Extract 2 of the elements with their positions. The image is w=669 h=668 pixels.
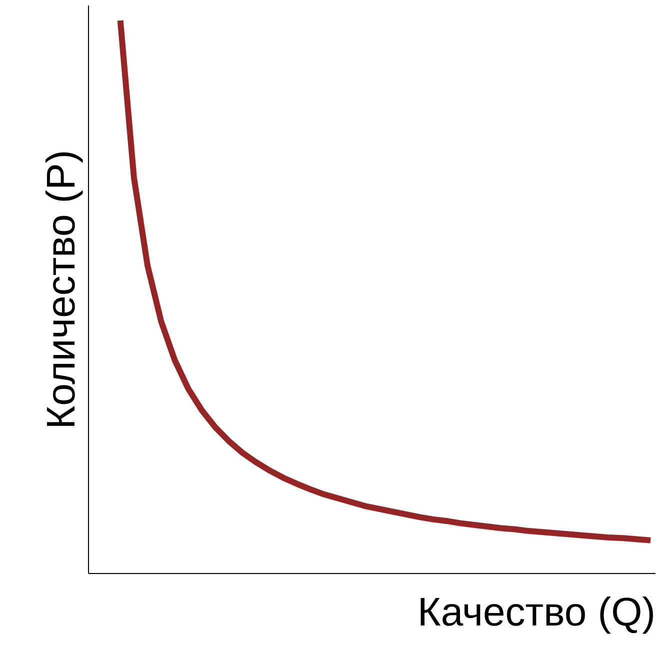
- y-axis-title: Количество (P): [40, 150, 84, 430]
- x-axis-title: Качество (Q): [418, 590, 656, 634]
